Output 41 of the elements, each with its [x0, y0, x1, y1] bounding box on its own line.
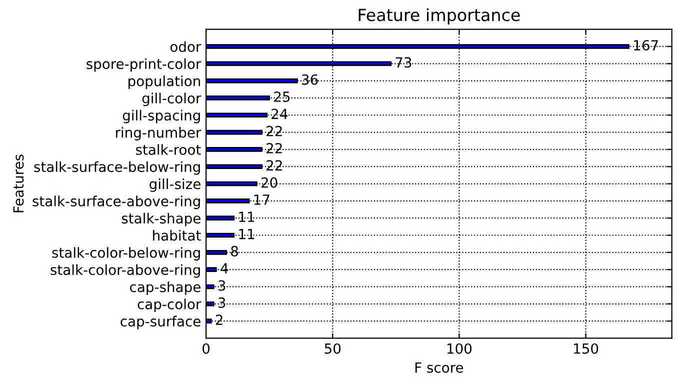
data-label: 24 — [272, 108, 288, 119]
x-tick-label: 100 — [447, 343, 472, 354]
y-axis-title: Features — [13, 154, 24, 212]
data-label: 8 — [231, 246, 238, 256]
x-tick-label: 50 — [324, 343, 341, 354]
y-tick-label: gill-spacing — [122, 110, 200, 124]
data-label: 3 — [218, 280, 226, 291]
chart-title: Feature importance — [358, 8, 520, 24]
y-tick-label: gill-color — [142, 92, 202, 106]
data-label: 167 — [634, 40, 658, 51]
data-label: 22 — [266, 160, 282, 170]
data-label: 22 — [266, 126, 282, 136]
y-tick-label: spore-print-color — [86, 58, 202, 72]
y-tick-label: stalk-surface-below-ring — [34, 161, 200, 175]
y-tick-label: gill-size — [150, 178, 200, 192]
y-tick-label: odor — [170, 41, 202, 52]
y-tick-label: stalk-root — [136, 144, 201, 155]
data-label: 4 — [220, 263, 228, 274]
x-axis-title: F score — [415, 362, 464, 373]
y-tick-label: habitat — [153, 230, 201, 241]
data-label: 22 — [266, 142, 282, 154]
y-tick-label: ring-number — [116, 127, 202, 140]
y-tick-label: stalk-color-below-ring — [52, 247, 200, 261]
data-label: 73 — [396, 57, 412, 68]
x-tick-label: 150 — [574, 343, 598, 354]
data-label: 11 — [239, 212, 254, 222]
y-tick-label: cap-surface — [120, 316, 200, 330]
data-label: 36 — [302, 74, 318, 85]
y-tick-label: stalk-surface-above-ring — [32, 196, 200, 210]
data-label: 2 — [216, 314, 222, 325]
x-tick-label: 0 — [202, 343, 210, 354]
data-label: 20 — [261, 177, 278, 188]
data-label: 25 — [274, 91, 290, 102]
data-label: 11 — [239, 228, 254, 240]
data-label: 17 — [254, 194, 270, 205]
data-label: 3 — [218, 297, 226, 308]
y-tick-label: cap-shape — [130, 281, 200, 295]
y-tick-label: stalk-color-above-ring — [50, 264, 200, 278]
y-tick-label: cap-color — [138, 298, 202, 312]
y-tick-label: stalk-shape — [122, 212, 200, 226]
y-tick-label: population — [128, 76, 200, 89]
